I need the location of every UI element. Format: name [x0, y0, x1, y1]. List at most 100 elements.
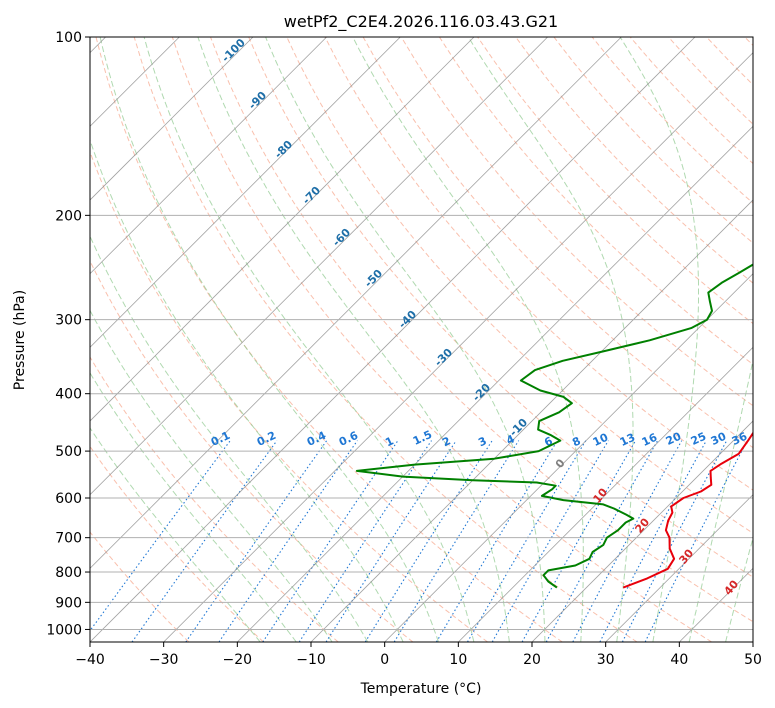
- mixing-ratio-line: [364, 440, 493, 642]
- y-axis-ticks: 100 200 300 400 500 600 700 800 900 1000: [46, 30, 90, 638]
- moist-adiabat-label: 30: [676, 546, 696, 566]
- isotherm-line: [90, 37, 696, 642]
- dry-adiabat: [706, 37, 753, 86]
- y-tick-label: 900: [55, 595, 82, 611]
- dry-adiabat: [171, 37, 712, 642]
- mixing-ratio-label: 1.5: [411, 428, 434, 448]
- moist-adiabat-label: 20: [632, 515, 652, 535]
- moist-adiabat: [99, 37, 439, 642]
- moist-adiabat: [688, 358, 753, 642]
- mixing-ratio-line: [644, 440, 748, 642]
- y-tick-label: 100: [55, 30, 82, 46]
- mixing-ratio-label: 25: [689, 430, 708, 448]
- y-axis-label: Pressure (hPa): [12, 290, 28, 390]
- mixing-ratio-label: 36: [730, 430, 750, 448]
- y-tick-label: 500: [55, 444, 82, 460]
- moist-adiabat: [352, 37, 584, 642]
- isotherm-line: [384, 273, 753, 642]
- plot-frame: [89, 36, 754, 643]
- isotherm-line: [90, 37, 622, 569]
- isotherm-line: [310, 199, 753, 642]
- mixing-ratio-line: [545, 440, 659, 642]
- mixing-ratio-label: 0.4: [305, 429, 328, 449]
- moist-adiabat: [619, 37, 699, 642]
- mixing-ratio-line: [131, 440, 278, 642]
- chart-title: wetPf2_C2E4.2026.116.03.43.G21: [284, 12, 558, 32]
- x-tick-label: −30: [149, 652, 179, 668]
- moist-adiabat-label: 40: [721, 577, 741, 597]
- isotherm-line: [752, 641, 753, 642]
- x-tick-label: 40: [670, 652, 688, 668]
- mixing-ratio-label: 2: [440, 434, 452, 449]
- mixing-ratio-label: 3: [476, 434, 488, 449]
- dry-adiabat: [248, 37, 753, 578]
- dry-adiabat: [210, 37, 753, 623]
- isotherm-label: -90: [246, 89, 269, 112]
- x-tick-label: −40: [75, 652, 105, 668]
- mixing-ratio-line: [572, 440, 683, 642]
- mixing-ratio-label: 0.2: [255, 429, 278, 449]
- dry-adiabat: [438, 37, 753, 366]
- x-axis-ticks: −40 −30 −20 −10 0 10 20 30 40 50: [75, 642, 762, 668]
- x-tick-label: 10: [449, 652, 467, 668]
- moist-adiabat: [143, 37, 475, 642]
- y-tick-label: 700: [55, 531, 82, 547]
- dry-adiabat: [324, 37, 753, 491]
- moist-adiabat: [90, 371, 297, 642]
- background-lines: [90, 37, 753, 642]
- mixing-ratio-line: [262, 440, 399, 642]
- isotherm-label: -60: [330, 226, 353, 249]
- mixing-ratio-label: 0.1: [209, 429, 232, 449]
- isotherm-label: -30: [432, 346, 455, 369]
- dry-adiabat: [400, 37, 753, 407]
- line-labels: -100-90-80-70-60-50-40-30-20-100.1 0.2 0.4…: [209, 36, 750, 598]
- isotherm-line: [90, 37, 475, 422]
- mixing-ratio-line: [467, 440, 587, 642]
- moist-adiabat: [265, 37, 546, 642]
- mixing-ratio-line: [218, 440, 358, 642]
- isotherm-line: [605, 494, 753, 642]
- dry-adiabat: [90, 150, 488, 642]
- dewpoint-profile-line: [355, 263, 753, 589]
- isotherm-label: -50: [362, 267, 385, 290]
- dry-adiabat: [90, 356, 339, 642]
- mixing-ratio-line: [521, 440, 637, 642]
- mixing-ratio-label: 1: [383, 434, 395, 449]
- mixing-ratio-line: [435, 440, 558, 642]
- isotherm-label: -20: [470, 381, 493, 404]
- isotherm-line: [531, 420, 753, 642]
- x-tick-label: −20: [223, 652, 253, 668]
- temperature-profile-line: [622, 431, 753, 589]
- mixing-ratio-line: [90, 440, 231, 632]
- isotherm-line: [237, 125, 753, 642]
- mixing-ratio-line: [491, 440, 609, 642]
- dry-adiabat: [515, 37, 753, 284]
- isotherm-line: [90, 37, 548, 496]
- y-tick-label: 600: [55, 491, 82, 507]
- x-tick-label: −10: [296, 652, 326, 668]
- mixing-ratio-label: 13: [618, 431, 637, 449]
- mixing-ratio-line: [393, 440, 520, 642]
- dry-adiabat: [133, 37, 638, 642]
- y-tick-label: 1000: [46, 622, 82, 638]
- moist-adiabat-label: 0: [553, 456, 568, 470]
- series-group: [355, 263, 753, 589]
- y-tick-label: 200: [55, 208, 82, 224]
- mixing-ratio-line: [325, 440, 457, 642]
- isotherm-label: -40: [396, 308, 419, 331]
- moist-adiabat: [90, 427, 261, 642]
- y-tick-label: 400: [55, 387, 82, 403]
- x-tick-label: 0: [380, 652, 389, 668]
- mixing-ratio-label: 10: [591, 431, 611, 449]
- moist-adiabat: [90, 235, 369, 642]
- dry-adiabat: [95, 37, 563, 642]
- moist-adiabat: [90, 138, 404, 642]
- isotherm-line: [163, 52, 753, 642]
- x-tick-label: 50: [744, 652, 762, 668]
- mixing-ratio-label: 16: [640, 431, 660, 449]
- isotherm-line: [90, 37, 327, 275]
- dry-adiabat: [90, 531, 190, 642]
- mixing-ratio-line: [599, 440, 707, 642]
- isotherm-line: [679, 567, 753, 642]
